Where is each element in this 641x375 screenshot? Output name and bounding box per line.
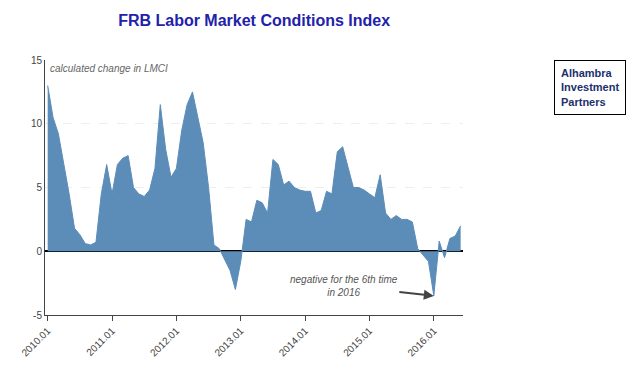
svg-text:negative for the 6th timein 20: negative for the 6th timein 2016 xyxy=(290,274,398,298)
svg-text:2014.01: 2014.01 xyxy=(277,325,311,359)
svg-text:2010.01: 2010.01 xyxy=(19,325,53,359)
svg-text:AlhambraInvestmentPartners: AlhambraInvestmentPartners xyxy=(561,67,619,108)
svg-text:10: 10 xyxy=(31,118,43,129)
svg-text:5: 5 xyxy=(36,182,42,193)
svg-text:FRB Labor Market Conditions In: FRB Labor Market Conditions Index xyxy=(118,12,390,29)
svg-text:2016.01: 2016.01 xyxy=(405,325,439,359)
svg-text:15: 15 xyxy=(31,55,43,66)
svg-text:0: 0 xyxy=(36,246,42,257)
svg-text:2013.01: 2013.01 xyxy=(212,325,246,359)
svg-text:2011.01: 2011.01 xyxy=(84,325,117,358)
svg-text:2012.01: 2012.01 xyxy=(148,325,182,359)
svg-text:calculated change in LMCI: calculated change in LMCI xyxy=(50,63,168,74)
svg-text:2015.01: 2015.01 xyxy=(341,325,375,359)
svg-text:-5: -5 xyxy=(33,310,42,321)
